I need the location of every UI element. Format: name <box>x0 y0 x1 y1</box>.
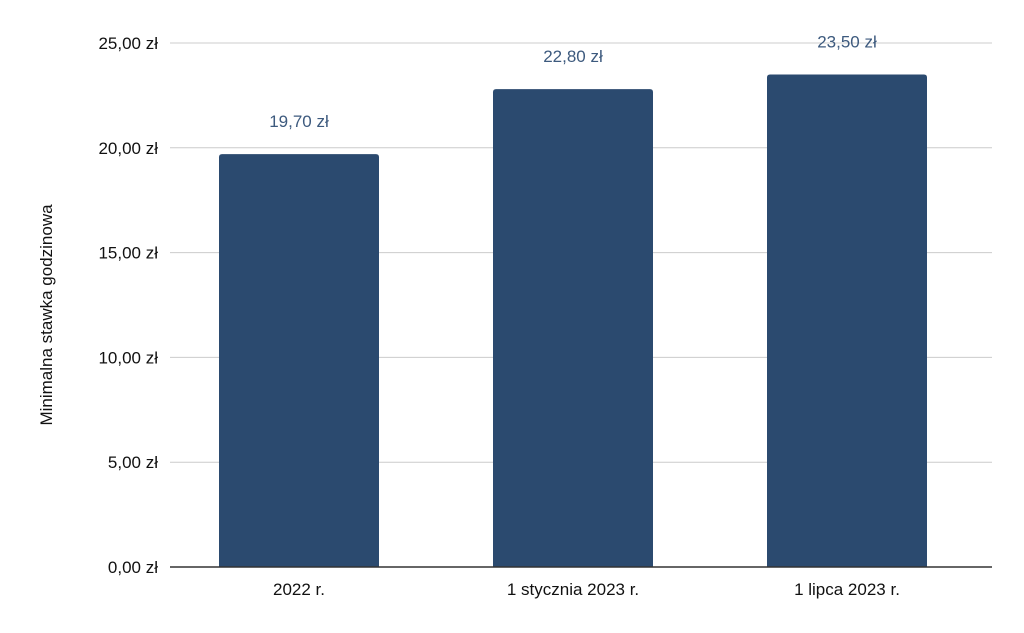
y-axis-ticks: 0,00 zł 5,00 zł 10,00 zł 15,00 zł 20,00 zł 25… <box>98 34 158 577</box>
x-axis-categories: 2022 r. 1 stycznia 2023 r. 1 lipca 2023 r. <box>273 580 900 599</box>
y-axis-title: Minimalna stawka godzinowa <box>37 204 56 426</box>
x-category-label: 1 stycznia 2023 r. <box>507 580 639 599</box>
x-category-label: 1 lipca 2023 r. <box>794 580 900 599</box>
y-tick-label: 15,00 zł <box>98 244 158 263</box>
x-category-label: 2022 r. <box>273 580 325 599</box>
y-tick-label: 10,00 zł <box>98 348 158 367</box>
y-tick-label: 20,00 zł <box>98 139 158 158</box>
y-tick-label: 25,00 zł <box>98 34 158 53</box>
y-tick-label: 0,00 zł <box>108 558 158 577</box>
bar <box>219 154 379 567</box>
y-tick-label: 5,00 zł <box>108 453 158 472</box>
data-label: 19,70 zł <box>269 112 329 131</box>
bar <box>767 74 927 567</box>
data-labels: 19,70 zł 22,80 zł 23,50 zł <box>269 32 877 131</box>
data-label: 23,50 zł <box>817 32 877 51</box>
data-label: 22,80 zł <box>543 47 603 66</box>
bars <box>219 74 927 567</box>
bar <box>493 89 653 567</box>
